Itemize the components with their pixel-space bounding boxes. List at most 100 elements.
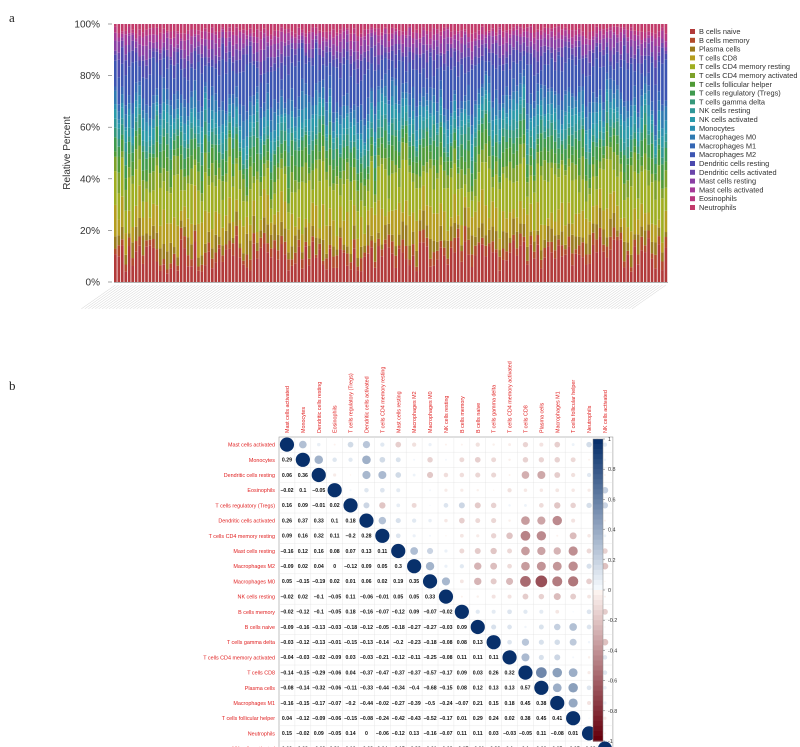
colorbar-tick-label: 0.8	[608, 467, 616, 473]
correlation-value: −0.16	[280, 701, 293, 707]
bar-segment	[640, 250, 643, 282]
sample-label	[631, 284, 667, 310]
bar-segment	[602, 102, 605, 110]
bar-segment	[602, 55, 605, 67]
bar-segment	[207, 251, 211, 282]
bar-segment	[242, 33, 245, 44]
bar-segment	[460, 43, 463, 53]
sample-label	[579, 284, 615, 310]
bar-segment	[276, 234, 280, 251]
bar-segment	[134, 100, 138, 108]
sample-label	[153, 284, 189, 310]
bar-segment	[571, 48, 574, 55]
bar-segment	[377, 89, 380, 102]
bar-segment	[276, 109, 280, 116]
bar-segment	[564, 27, 567, 31]
bar-segment	[342, 250, 346, 253]
bar-segment	[442, 170, 446, 189]
bar-segment	[626, 197, 630, 228]
bar-segment	[515, 63, 519, 86]
sample-label	[88, 284, 123, 310]
bar-segment	[370, 36, 373, 48]
bar-segment	[657, 130, 661, 139]
bar-segment	[439, 97, 443, 107]
bar-segment	[138, 145, 141, 160]
bar-segment	[124, 165, 128, 179]
bar-segment	[217, 60, 221, 76]
correlation-value: 0.03	[489, 731, 499, 737]
bar-segment	[141, 145, 145, 152]
bar-segment	[325, 46, 328, 53]
bar-segment	[345, 59, 349, 94]
bar-segment	[581, 44, 585, 56]
bar-segment	[120, 47, 124, 64]
bar-segment	[574, 96, 578, 101]
bar-segment	[453, 118, 457, 129]
bar-segment	[467, 100, 470, 116]
bar-segment	[235, 123, 238, 128]
bar-segment	[134, 149, 138, 170]
correlation-value: 0.38	[520, 716, 530, 722]
sample-label	[81, 284, 116, 310]
bar-segment	[512, 24, 515, 28]
bar-segment	[564, 139, 567, 150]
bar-segment	[571, 96, 574, 109]
legend-swatch	[690, 125, 695, 131]
sample-label	[451, 284, 487, 310]
column-label: Dendritic cells activated	[364, 376, 370, 433]
bar-segment	[553, 108, 557, 113]
bar-segment	[522, 223, 526, 237]
bar-segment	[207, 24, 211, 33]
correlation-circle	[572, 611, 574, 613]
bar-segment	[654, 163, 657, 174]
bar-segment	[373, 114, 377, 132]
bar-segment	[231, 176, 235, 187]
bar-segment	[172, 78, 176, 95]
bar-segment	[328, 96, 332, 103]
bar-segment	[345, 179, 349, 213]
bar-segment	[373, 267, 377, 282]
bar-segment	[314, 159, 318, 169]
bar-segment	[214, 100, 218, 113]
bar-segment	[422, 117, 425, 121]
bar-segment	[432, 124, 436, 141]
bar-segment	[577, 236, 581, 246]
bar-segment	[134, 130, 138, 137]
bar-segment	[557, 234, 560, 240]
bar-segment	[183, 147, 186, 159]
bar-segment	[255, 111, 259, 122]
bar-segment	[287, 203, 290, 213]
bar-segment	[654, 135, 657, 141]
bar-segment	[342, 105, 346, 119]
bar-segment	[439, 164, 443, 204]
bar-segment	[249, 136, 252, 149]
bar-segment	[384, 27, 387, 29]
colorbar-tick-label: -0.2	[608, 618, 617, 624]
bar-segment	[588, 148, 592, 153]
bar-segment	[647, 157, 650, 171]
correlation-circle	[459, 472, 465, 478]
column-label: Dendritic cells resting	[317, 382, 323, 433]
bar-segment	[197, 270, 200, 282]
bar-segment	[411, 38, 415, 44]
bar-segment	[622, 142, 626, 150]
bar-segment	[134, 82, 138, 93]
bar-segment	[664, 100, 668, 107]
bar-segment	[352, 248, 356, 282]
correlation-circle	[507, 548, 513, 554]
bar-segment	[622, 45, 626, 61]
bar-segment	[131, 152, 135, 162]
correlation-circle	[586, 609, 592, 615]
bar-segment	[429, 38, 432, 45]
bar-segment	[436, 134, 439, 147]
colorbar-segment	[593, 494, 603, 500]
bar-segment	[179, 33, 183, 39]
bar-segment	[394, 109, 398, 119]
bar-segment	[231, 186, 235, 222]
bar-segment	[629, 186, 633, 232]
bar-segment	[318, 70, 321, 82]
correlation-circle	[474, 456, 481, 463]
bar-segment	[373, 24, 377, 29]
bar-segment	[269, 39, 273, 46]
bar-segment	[283, 65, 287, 103]
